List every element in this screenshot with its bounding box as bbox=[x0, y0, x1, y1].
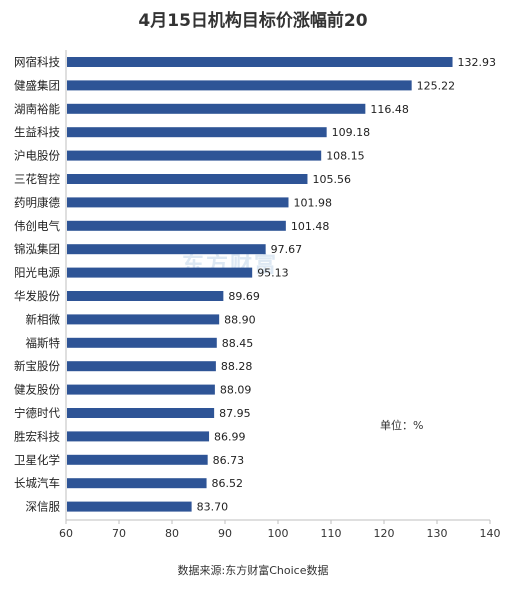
bar bbox=[67, 337, 217, 348]
category-label: 健盛集团 bbox=[14, 78, 60, 92]
category-label: 新相微 bbox=[26, 312, 61, 326]
category-label: 伟创电气 bbox=[14, 219, 60, 233]
bar bbox=[67, 174, 308, 184]
category-label: 新宝股份 bbox=[14, 359, 60, 373]
data-label: 105.56 bbox=[312, 173, 351, 186]
data-label: 88.28 bbox=[221, 360, 253, 373]
bar bbox=[67, 197, 289, 208]
bar bbox=[67, 408, 215, 418]
data-label: 88.90 bbox=[224, 313, 256, 326]
bar bbox=[67, 57, 453, 67]
category-label: 福斯特 bbox=[26, 336, 61, 350]
x-tick-label: 90 bbox=[218, 527, 232, 540]
category-label: 胜宏科技 bbox=[14, 429, 60, 443]
category-label: 生益科技 bbox=[14, 125, 60, 139]
bar bbox=[67, 127, 327, 138]
bar bbox=[67, 314, 220, 325]
x-tick-label: 80 bbox=[165, 527, 179, 540]
data-label: 97.67 bbox=[271, 243, 303, 256]
x-tick-label: 60 bbox=[59, 527, 73, 540]
data-label: 89.69 bbox=[228, 290, 260, 303]
category-label: 长城汽车 bbox=[14, 476, 60, 490]
x-tick-label: 140 bbox=[480, 527, 501, 540]
bar bbox=[67, 150, 322, 161]
data-label: 116.48 bbox=[370, 103, 409, 116]
category-label: 沪电股份 bbox=[14, 149, 60, 163]
category-label: 卫星化学 bbox=[14, 453, 60, 467]
x-tick-label: 100 bbox=[268, 527, 289, 540]
data-label: 83.70 bbox=[197, 501, 229, 514]
category-label: 药明康德 bbox=[14, 195, 60, 209]
bar bbox=[67, 267, 253, 278]
category-label: 网宿科技 bbox=[14, 55, 60, 69]
bar bbox=[67, 431, 210, 442]
x-tick-label: 130 bbox=[427, 527, 448, 540]
category-label: 华发股份 bbox=[14, 289, 60, 303]
data-label: 109.18 bbox=[332, 126, 371, 139]
bar bbox=[67, 291, 224, 301]
bar bbox=[67, 220, 286, 231]
data-label: 86.52 bbox=[212, 477, 244, 490]
data-label: 95.13 bbox=[257, 267, 289, 280]
chart-title: 4月15日机构目标价涨幅前20 bbox=[138, 11, 368, 31]
bar bbox=[67, 244, 266, 255]
x-tick-label: 110 bbox=[321, 527, 342, 540]
category-label: 阳光电源 bbox=[14, 266, 60, 280]
category-label: 三花智控 bbox=[14, 172, 60, 186]
data-label: 101.98 bbox=[293, 196, 332, 209]
bar bbox=[67, 501, 192, 512]
data-label: 88.09 bbox=[220, 384, 252, 397]
data-label: 86.73 bbox=[213, 454, 245, 467]
category-label: 锦泓集团 bbox=[14, 242, 60, 256]
bar bbox=[67, 361, 216, 372]
category-label: 深信服 bbox=[26, 500, 61, 514]
bar bbox=[67, 478, 207, 489]
data-label: 87.95 bbox=[219, 407, 251, 420]
data-label: 108.15 bbox=[326, 150, 365, 163]
bar bbox=[67, 454, 208, 465]
x-tick-label: 70 bbox=[112, 527, 126, 540]
data-label: 101.48 bbox=[291, 220, 330, 233]
data-label: 125.22 bbox=[417, 79, 456, 92]
data-label: 132.93 bbox=[458, 56, 497, 69]
category-label: 湖南裕能 bbox=[14, 102, 60, 116]
data-label: 86.99 bbox=[214, 430, 246, 443]
unit-label: 单位：% bbox=[380, 419, 424, 432]
bar bbox=[67, 384, 215, 395]
category-label: 健友股份 bbox=[14, 383, 60, 397]
source-note: 数据来源:东方财富Choice数据 bbox=[177, 564, 329, 577]
bar bbox=[67, 80, 412, 91]
category-label: 宁德时代 bbox=[14, 406, 60, 420]
bar bbox=[67, 103, 366, 114]
data-label: 88.45 bbox=[222, 337, 254, 350]
x-tick-label: 120 bbox=[374, 527, 395, 540]
